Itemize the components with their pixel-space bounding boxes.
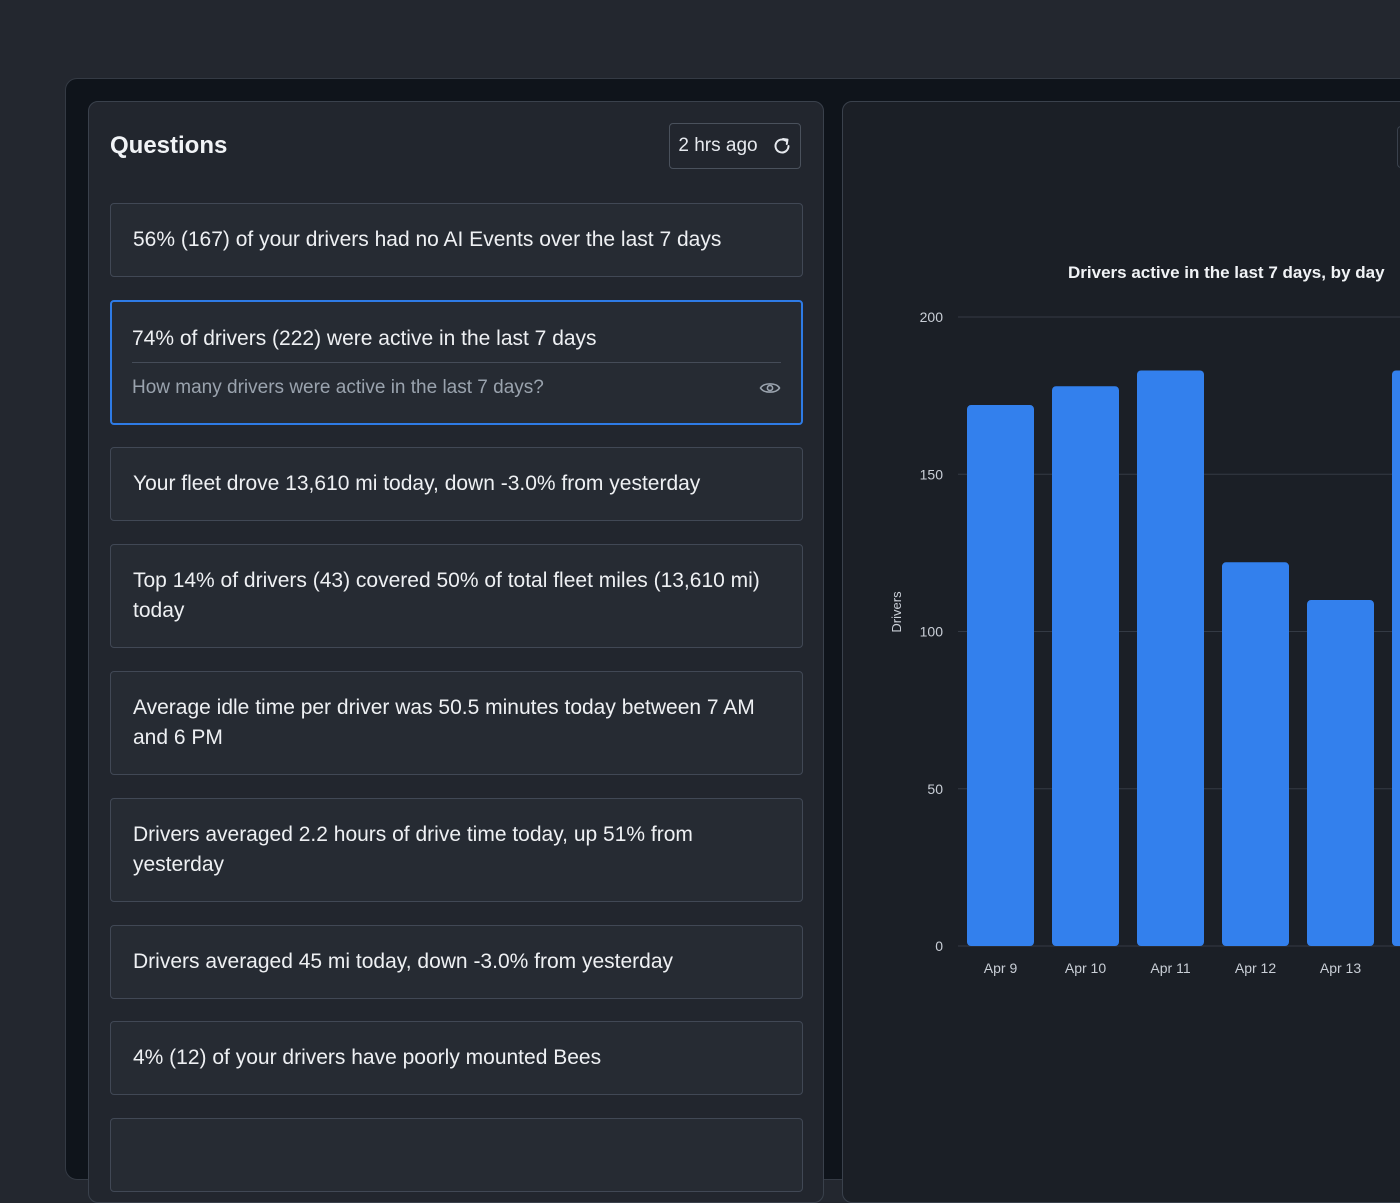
insight-card-selected[interactable]: 74% of drivers (222) were active in the … bbox=[110, 300, 803, 425]
x-tick-label: Apr 12 bbox=[1235, 960, 1276, 976]
chart-title: Drivers active in the last 7 days, by da… bbox=[1068, 263, 1385, 282]
insight-text: 4% (12) of your drivers have poorly moun… bbox=[133, 1046, 602, 1069]
insight-card[interactable]: Top 14% of drivers (43) covered 50% of t… bbox=[110, 544, 803, 648]
y-tick-label: 100 bbox=[920, 624, 944, 640]
y-tick-label: 150 bbox=[920, 466, 944, 482]
card-divider bbox=[132, 362, 781, 363]
insight-text: Average idle time per driver was 50.5 mi… bbox=[133, 696, 755, 749]
bar bbox=[1052, 386, 1119, 946]
y-tick-label: 200 bbox=[920, 309, 944, 325]
insight-card[interactable] bbox=[110, 1118, 803, 1192]
insight-text: Top 14% of drivers (43) covered 50% of t… bbox=[133, 569, 760, 622]
insight-card[interactable]: Drivers averaged 2.2 hours of drive time… bbox=[110, 798, 803, 902]
chart-menu-button[interactable] bbox=[1397, 126, 1400, 168]
x-tick-label: Apr 13 bbox=[1320, 960, 1361, 976]
chart-panel: Drivers active in the last 7 days, by da… bbox=[842, 101, 1400, 1203]
refresh-button[interactable]: 2 hrs ago bbox=[669, 123, 801, 169]
bar-chart: 0 50 100 150 200 Drivers Apr 9 Apr 10 Apr 11 Apr … bbox=[889, 309, 1400, 976]
refresh-icon bbox=[772, 136, 792, 156]
bar bbox=[1307, 600, 1374, 946]
insight-card[interactable]: 4% (12) of your drivers have poorly moun… bbox=[110, 1021, 803, 1095]
x-tick-label: Apr 9 bbox=[984, 960, 1018, 976]
y-tick-label: 50 bbox=[927, 781, 943, 797]
insight-text: Drivers averaged 2.2 hours of drive time… bbox=[133, 823, 693, 876]
panel-title: Questions bbox=[110, 132, 228, 159]
refresh-time-label: 2 hrs ago bbox=[678, 135, 758, 156]
y-axis-label: Drivers bbox=[889, 591, 904, 633]
insight-text: 74% of drivers (222) were active in the … bbox=[132, 327, 597, 350]
insight-card[interactable]: 56% (167) of your drivers had no AI Even… bbox=[110, 203, 803, 277]
source-question: How many drivers were active in the last… bbox=[132, 377, 544, 398]
insight-card[interactable]: Average idle time per driver was 50.5 mi… bbox=[110, 671, 803, 775]
bar bbox=[967, 405, 1034, 946]
x-tick-label: Apr 10 bbox=[1065, 960, 1106, 976]
questions-panel: Questions 2 hrs ago 56% (167) of your dr… bbox=[88, 101, 824, 1203]
eye-icon[interactable] bbox=[759, 380, 781, 396]
bar bbox=[1392, 370, 1400, 946]
insight-card[interactable]: Your fleet drove 13,610 mi today, down -… bbox=[110, 447, 803, 521]
insight-card[interactable]: Drivers averaged 45 mi today, down -3.0%… bbox=[110, 925, 803, 999]
bar bbox=[1222, 562, 1289, 946]
y-tick-label: 0 bbox=[935, 938, 943, 954]
x-tick-label: Apr 11 bbox=[1150, 960, 1190, 976]
bar bbox=[1137, 370, 1204, 947]
insight-text: Your fleet drove 13,610 mi today, down -… bbox=[133, 472, 701, 495]
insight-text: Drivers averaged 45 mi today, down -3.0%… bbox=[133, 950, 674, 973]
insight-text: 56% (167) of your drivers had no AI Even… bbox=[133, 228, 722, 251]
